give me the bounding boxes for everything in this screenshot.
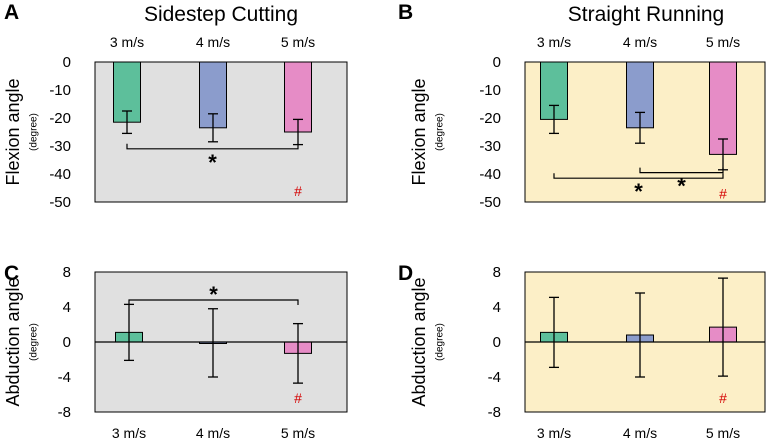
panel-label: A: [4, 1, 19, 24]
y-axis-unit: (degree): [29, 113, 40, 151]
category-label: 3 m/s: [537, 425, 571, 441]
category-label: 5 m/s: [706, 425, 740, 441]
significance-star: *: [634, 179, 643, 204]
y-tick-label: -30: [479, 138, 501, 155]
y-axis-label: Flexion angle: [409, 78, 429, 185]
category-label: 4 m/s: [196, 34, 230, 50]
significance-star: *: [209, 282, 218, 307]
significance-bracket: [128, 299, 299, 305]
y-axis-unit: (degree): [435, 113, 446, 151]
y-tick-label: -30: [49, 138, 71, 155]
y-axis-unit: (degree): [435, 323, 446, 361]
y-tick-label: -8: [488, 404, 501, 421]
y-tick-label: 4: [493, 299, 501, 316]
chart-panel-c: C 8 4 0 -4 -8 Abduction angle (degree) 3 m/s 4 m/…: [3, 262, 348, 441]
y-axis-unit: (degree): [29, 323, 40, 361]
chart-title: Sidestep Cutting: [144, 3, 298, 26]
y-tick-label: 0: [493, 334, 501, 351]
significance-star: *: [208, 150, 217, 175]
category-label: 4 m/s: [623, 425, 657, 441]
y-tick-label: -10: [479, 82, 501, 99]
difference-mark: #: [719, 186, 727, 202]
y-tick-label: -8: [58, 404, 71, 421]
y-tick-label: -40: [49, 166, 71, 183]
y-tick-label: -4: [488, 369, 501, 386]
category-label: 5 m/s: [281, 425, 315, 441]
y-tick-label: -4: [58, 369, 71, 386]
panel-label: C: [4, 262, 19, 285]
y-tick-label: 4: [63, 299, 71, 316]
difference-mark: #: [719, 390, 727, 406]
category-label: 5 m/s: [281, 34, 315, 50]
y-axis-label: Abduction angle: [3, 277, 23, 406]
chart-panel-a: A Sidestep Cutting 0 -10 -20 -30 -40 -50 Flexion…: [3, 1, 348, 211]
significance-bracket: [639, 167, 724, 174]
y-tick-label: -20: [479, 110, 501, 127]
category-label: 3 m/s: [537, 34, 571, 50]
significance-bracket: [126, 143, 299, 150]
y-tick-label: -50: [479, 194, 501, 211]
category-label: 4 m/s: [196, 425, 230, 441]
y-tick-label: -10: [49, 82, 71, 99]
chart-panel-b: B Straight Running 0 -10 -20 -30 -40 -50 Flexion…: [398, 1, 766, 211]
y-tick-label: 8: [493, 264, 501, 281]
difference-mark: #: [294, 390, 302, 406]
significance-star: *: [677, 174, 686, 199]
y-tick-label: 0: [63, 334, 71, 351]
y-tick-label: 0: [63, 54, 71, 71]
y-tick-label: 8: [63, 264, 71, 281]
y-tick-label: -20: [49, 110, 71, 127]
category-label: 3 m/s: [112, 425, 146, 441]
y-axis-label: Abduction angle: [409, 277, 429, 406]
category-label: 3 m/s: [110, 34, 144, 50]
category-label: 5 m/s: [706, 34, 740, 50]
category-label: 4 m/s: [623, 34, 657, 50]
y-tick-label: -50: [49, 194, 71, 211]
y-axis-label: Flexion angle: [3, 78, 23, 185]
y-tick-label: -40: [479, 166, 501, 183]
panel-label: D: [398, 262, 413, 285]
chart-title: Straight Running: [568, 3, 724, 26]
difference-mark: #: [294, 183, 302, 199]
panel-label: B: [398, 1, 413, 24]
chart-panel-d: D 8 4 0 -4 -8 Abduction angle (degree) 3 m/s 4 m/…: [398, 262, 766, 441]
y-tick-label: 0: [493, 54, 501, 71]
significance-bracket: [553, 173, 724, 179]
